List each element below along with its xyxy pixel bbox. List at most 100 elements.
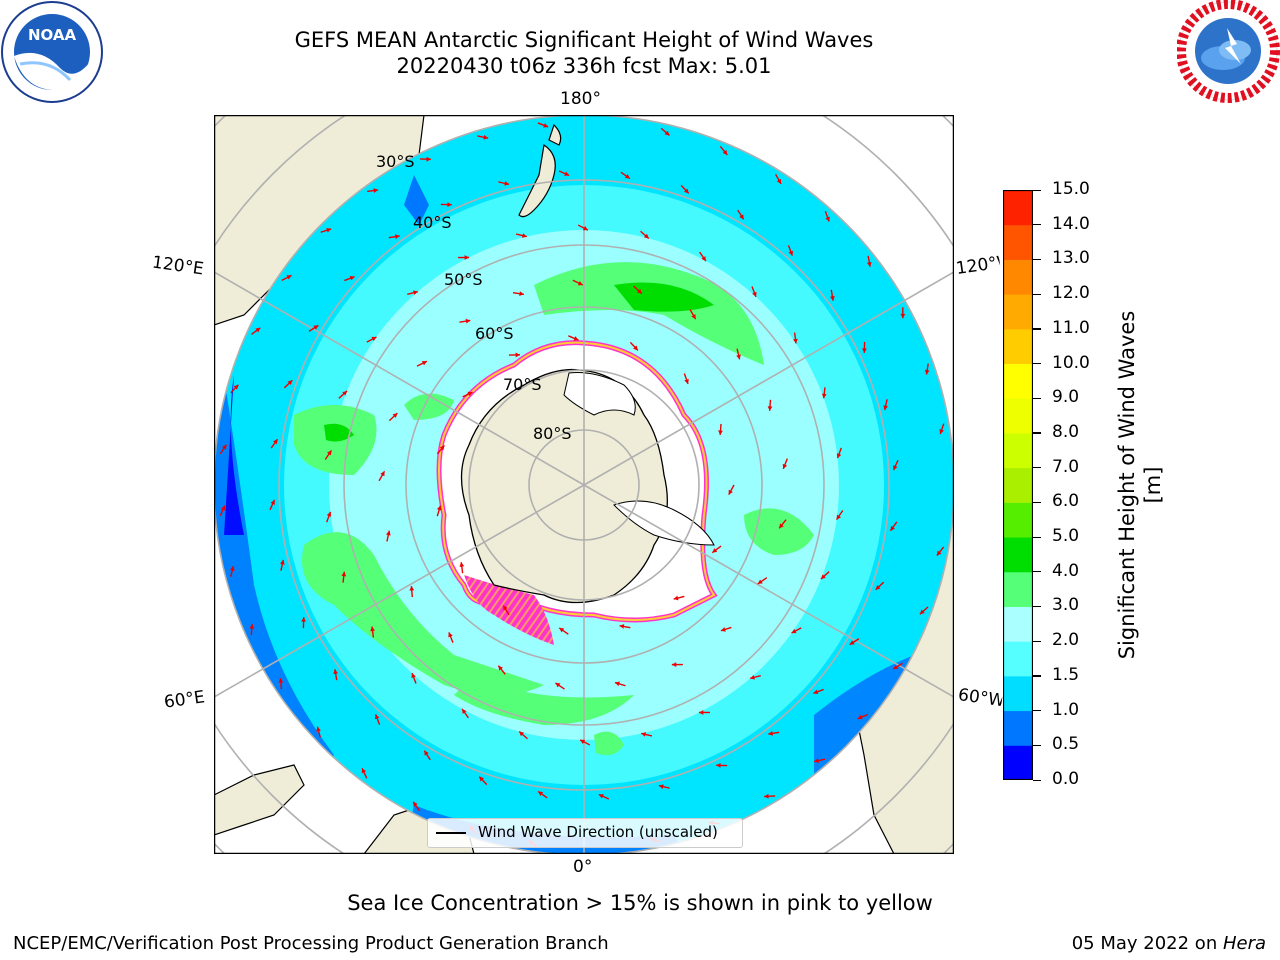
graticule xyxy=(214,115,954,854)
legend-label: Wind Wave Direction (unscaled) xyxy=(478,823,718,841)
colorbar-segment xyxy=(1003,675,1033,712)
wave-direction-arrowhead xyxy=(467,391,473,397)
wave-direction-arrowhead xyxy=(720,627,726,632)
wave-direction-arrowhead xyxy=(615,681,620,687)
wave-direction-arrowhead xyxy=(924,369,930,375)
wave-direction-arrowhead xyxy=(788,250,794,256)
footer-date: 05 May 2022 on Hera xyxy=(1072,933,1266,954)
wave-direction-arrowhead xyxy=(370,626,375,632)
colorbar-tick-mark xyxy=(1033,258,1041,261)
wave-band-green-east xyxy=(744,508,814,555)
wave-direction-arrowhead xyxy=(301,617,306,622)
wave-direction-arrowhead xyxy=(515,352,520,358)
colorbar-tick-mark xyxy=(1033,189,1041,191)
lon-label-60w: 60°W xyxy=(956,685,1004,711)
wave-direction-arrowhead xyxy=(349,275,355,281)
wave-direction-arrowhead xyxy=(698,710,704,715)
colorbar-tick-label: 10.0 xyxy=(1052,352,1090,373)
wave-direction-arrowhead xyxy=(825,216,830,222)
colorbar-tick-label: 13.0 xyxy=(1052,248,1090,269)
wave-direction-arrowhead xyxy=(671,662,677,668)
wave-direction-arrowhead xyxy=(683,188,689,194)
colorbar-tick-label: 0.5 xyxy=(1052,734,1080,755)
map-frame xyxy=(214,115,954,854)
colorbar-segment xyxy=(1003,467,1033,503)
wave-direction-arrowhead xyxy=(326,450,332,456)
wave-direction-arrowhead xyxy=(893,664,899,670)
colorbar-tick-mark xyxy=(1033,744,1041,746)
colorbar-tick-label: 1.0 xyxy=(1052,699,1080,720)
colorbar-tick-label: 5.0 xyxy=(1052,526,1080,547)
colorbar-tick-label: 0.0 xyxy=(1052,769,1080,789)
lat-label-70s: 70°S xyxy=(503,375,542,394)
wave-direction-arrowhead xyxy=(270,499,275,505)
wave-direction-arrowhead xyxy=(287,380,293,386)
wave-direction-arrowhead xyxy=(361,768,367,774)
lon-label-180: 180° xyxy=(560,89,601,109)
wave-direction-arrowhead xyxy=(624,174,630,179)
wave-direction-arrowhead xyxy=(919,609,925,615)
colorbar-tick-mark xyxy=(1033,675,1041,677)
colorbar-segment xyxy=(1003,398,1033,434)
wave-direction-arrowhead xyxy=(893,465,898,471)
wave-direction-arrowhead xyxy=(373,188,379,193)
wave-direction-arrowhead xyxy=(791,628,797,634)
wave-direction-arrowhead xyxy=(313,325,319,330)
colorbar-tick-label: 14.0 xyxy=(1052,213,1090,234)
wave-direction-arrowhead xyxy=(598,794,604,799)
wave-direction-arrowhead xyxy=(392,413,398,418)
wave-direction-arrowhead xyxy=(555,682,561,688)
wave-direction-arrowhead xyxy=(752,291,757,297)
wave-direction-arrowhead xyxy=(221,444,227,450)
wave-direction-arrowhead xyxy=(701,256,706,262)
colorbar-segment xyxy=(1003,502,1033,538)
ross-ice-shelf xyxy=(563,372,636,416)
wave-direction-arrowhead xyxy=(316,726,321,732)
wave-band-green-south xyxy=(454,675,634,725)
wave-direction-arrowhead xyxy=(519,291,524,297)
wave-direction-arrowhead xyxy=(779,523,784,529)
polar-map xyxy=(214,115,954,854)
wave-direction-arrowhead xyxy=(739,214,744,220)
colorbar-tick-label: 9.0 xyxy=(1052,387,1080,408)
colorbar-tick-label: 6.0 xyxy=(1052,491,1080,512)
wave-direction-arrowhead xyxy=(521,233,527,238)
wave-direction-arrowhead xyxy=(483,134,489,140)
wave-band-green-southwest xyxy=(302,532,544,695)
legend-line-sample xyxy=(436,832,466,834)
sea-ice-weddell xyxy=(464,575,554,645)
wave-direction-arrowhead xyxy=(814,758,820,763)
colorbar-segment xyxy=(1003,432,1033,469)
colorbar-tick-label: 15.0 xyxy=(1052,179,1090,199)
colorbar-tick-label: 3.0 xyxy=(1052,595,1080,616)
wave-direction-arrowhead xyxy=(736,354,741,360)
colorbar-segment xyxy=(1003,537,1033,573)
wave-direction-arrowhead xyxy=(333,669,338,675)
wave-direction-arrowhead xyxy=(394,234,400,239)
wave-direction-arrowhead xyxy=(728,489,733,495)
wave-direction-arrowhead xyxy=(820,574,826,580)
wave-direction-arrowhead xyxy=(503,605,508,611)
colorbar-segment xyxy=(1003,710,1033,746)
wave-direction-arrowhead xyxy=(712,548,718,553)
colorbar-segment xyxy=(1003,571,1033,607)
colorbar-tick-mark xyxy=(1033,397,1041,399)
wave-direction-arrowhead xyxy=(413,801,418,807)
wave-direction-arrowhead xyxy=(862,348,867,353)
wave-direction-arrowhead xyxy=(538,791,544,796)
wave-direction-arrowhead xyxy=(875,584,881,590)
wave-direction-arrowhead xyxy=(722,150,728,155)
wave-direction-arrowhead xyxy=(716,763,721,768)
colorbar-segment xyxy=(1003,224,1033,260)
colorbar-tick-mark xyxy=(1033,432,1041,434)
colorbar-tick-label: 11.0 xyxy=(1052,317,1090,338)
colorbar-tick-mark xyxy=(1033,363,1041,365)
wave-direction-arrowhead xyxy=(220,505,226,511)
wave-direction-arrowhead xyxy=(936,550,942,556)
wave-direction-arrowhead xyxy=(465,318,471,324)
colorbar-segment xyxy=(1003,745,1033,780)
footer-branch: NCEP/EMC/Verification Post Processing Pr… xyxy=(13,933,609,954)
wave-direction-arrowhead xyxy=(673,595,679,601)
colorbar-tick-mark xyxy=(1033,224,1041,226)
colorbar-label: Significant Height of Wind Waves [m] xyxy=(1115,310,1165,660)
